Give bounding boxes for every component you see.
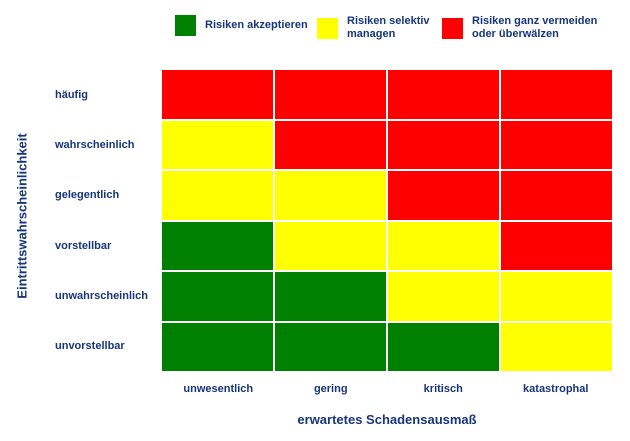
matrix-cell-r6-c2 xyxy=(275,322,386,371)
x-axis-title: erwartetes Schadensausmaß xyxy=(297,412,477,427)
legend-swatch-red xyxy=(442,17,463,39)
matrix-cell-r3-c2 xyxy=(275,171,386,220)
matrix-cell-r4-c4 xyxy=(501,221,612,270)
y-axis-label: wahrscheinlich xyxy=(55,139,135,152)
matrix-cell-r2-c3 xyxy=(388,120,499,169)
x-axis-label: katastrophal xyxy=(523,383,589,395)
legend-item-yellow: Risiken selektiv managen xyxy=(317,15,430,41)
matrix-cell-r5-c4 xyxy=(501,272,612,321)
legend-swatch-green xyxy=(175,15,196,36)
matrix-cell-r2-c1 xyxy=(162,120,273,169)
matrix-cell-r1-c4 xyxy=(501,70,612,119)
matrix-cell-r6-c3 xyxy=(388,322,499,371)
matrix-cell-r5-c3 xyxy=(388,272,499,321)
legend-label: Risiken selektiv managen xyxy=(347,15,430,40)
matrix-cell-r2-c4 xyxy=(501,120,612,169)
matrix-cell-r4-c2 xyxy=(275,221,386,270)
legend-label: Risiken ganz vermeiden oder überwälzen xyxy=(472,15,598,40)
matrix-cell-r1-c1 xyxy=(162,70,273,119)
y-axis-label: vorstellbar xyxy=(55,239,112,252)
matrix-cell-r2-c2 xyxy=(275,120,386,169)
y-axis-label: unwahrscheinlich xyxy=(55,289,148,302)
matrix-cell-r3-c4 xyxy=(501,171,612,220)
legend-swatch-yellow xyxy=(317,17,338,39)
matrix-cell-r5-c2 xyxy=(275,272,386,321)
matrix-cell-r3-c1 xyxy=(162,171,273,220)
y-axis-label: gelegentlich xyxy=(55,189,120,202)
matrix-cell-r4-c1 xyxy=(162,221,273,270)
y-axis-label: häufig xyxy=(55,89,88,102)
matrix-grid xyxy=(162,70,612,371)
legend-label: Risiken akzeptieren xyxy=(205,19,308,31)
matrix-cell-r5-c1 xyxy=(162,272,273,321)
x-axis-label: kritisch xyxy=(423,383,463,395)
matrix-cell-r6-c4 xyxy=(501,322,612,371)
y-axis-label: unvorstellbar xyxy=(55,339,125,352)
matrix-cell-r6-c1 xyxy=(162,322,273,371)
matrix-cell-r4-c3 xyxy=(388,221,499,270)
x-axis-label: gering xyxy=(313,383,348,395)
x-axis-label: unwesentlich xyxy=(183,383,254,395)
y-axis-title: Eintrittswahrscheinlichkeit xyxy=(14,133,30,299)
matrix-cell-r3-c3 xyxy=(388,171,499,220)
matrix-cell-r1-c3 xyxy=(388,70,499,119)
legend-item-red: Risiken ganz vermeiden oder überwälzen xyxy=(442,15,597,41)
matrix-cell-r1-c2 xyxy=(275,70,386,119)
legend-item-green: Risiken akzeptieren xyxy=(175,15,308,36)
